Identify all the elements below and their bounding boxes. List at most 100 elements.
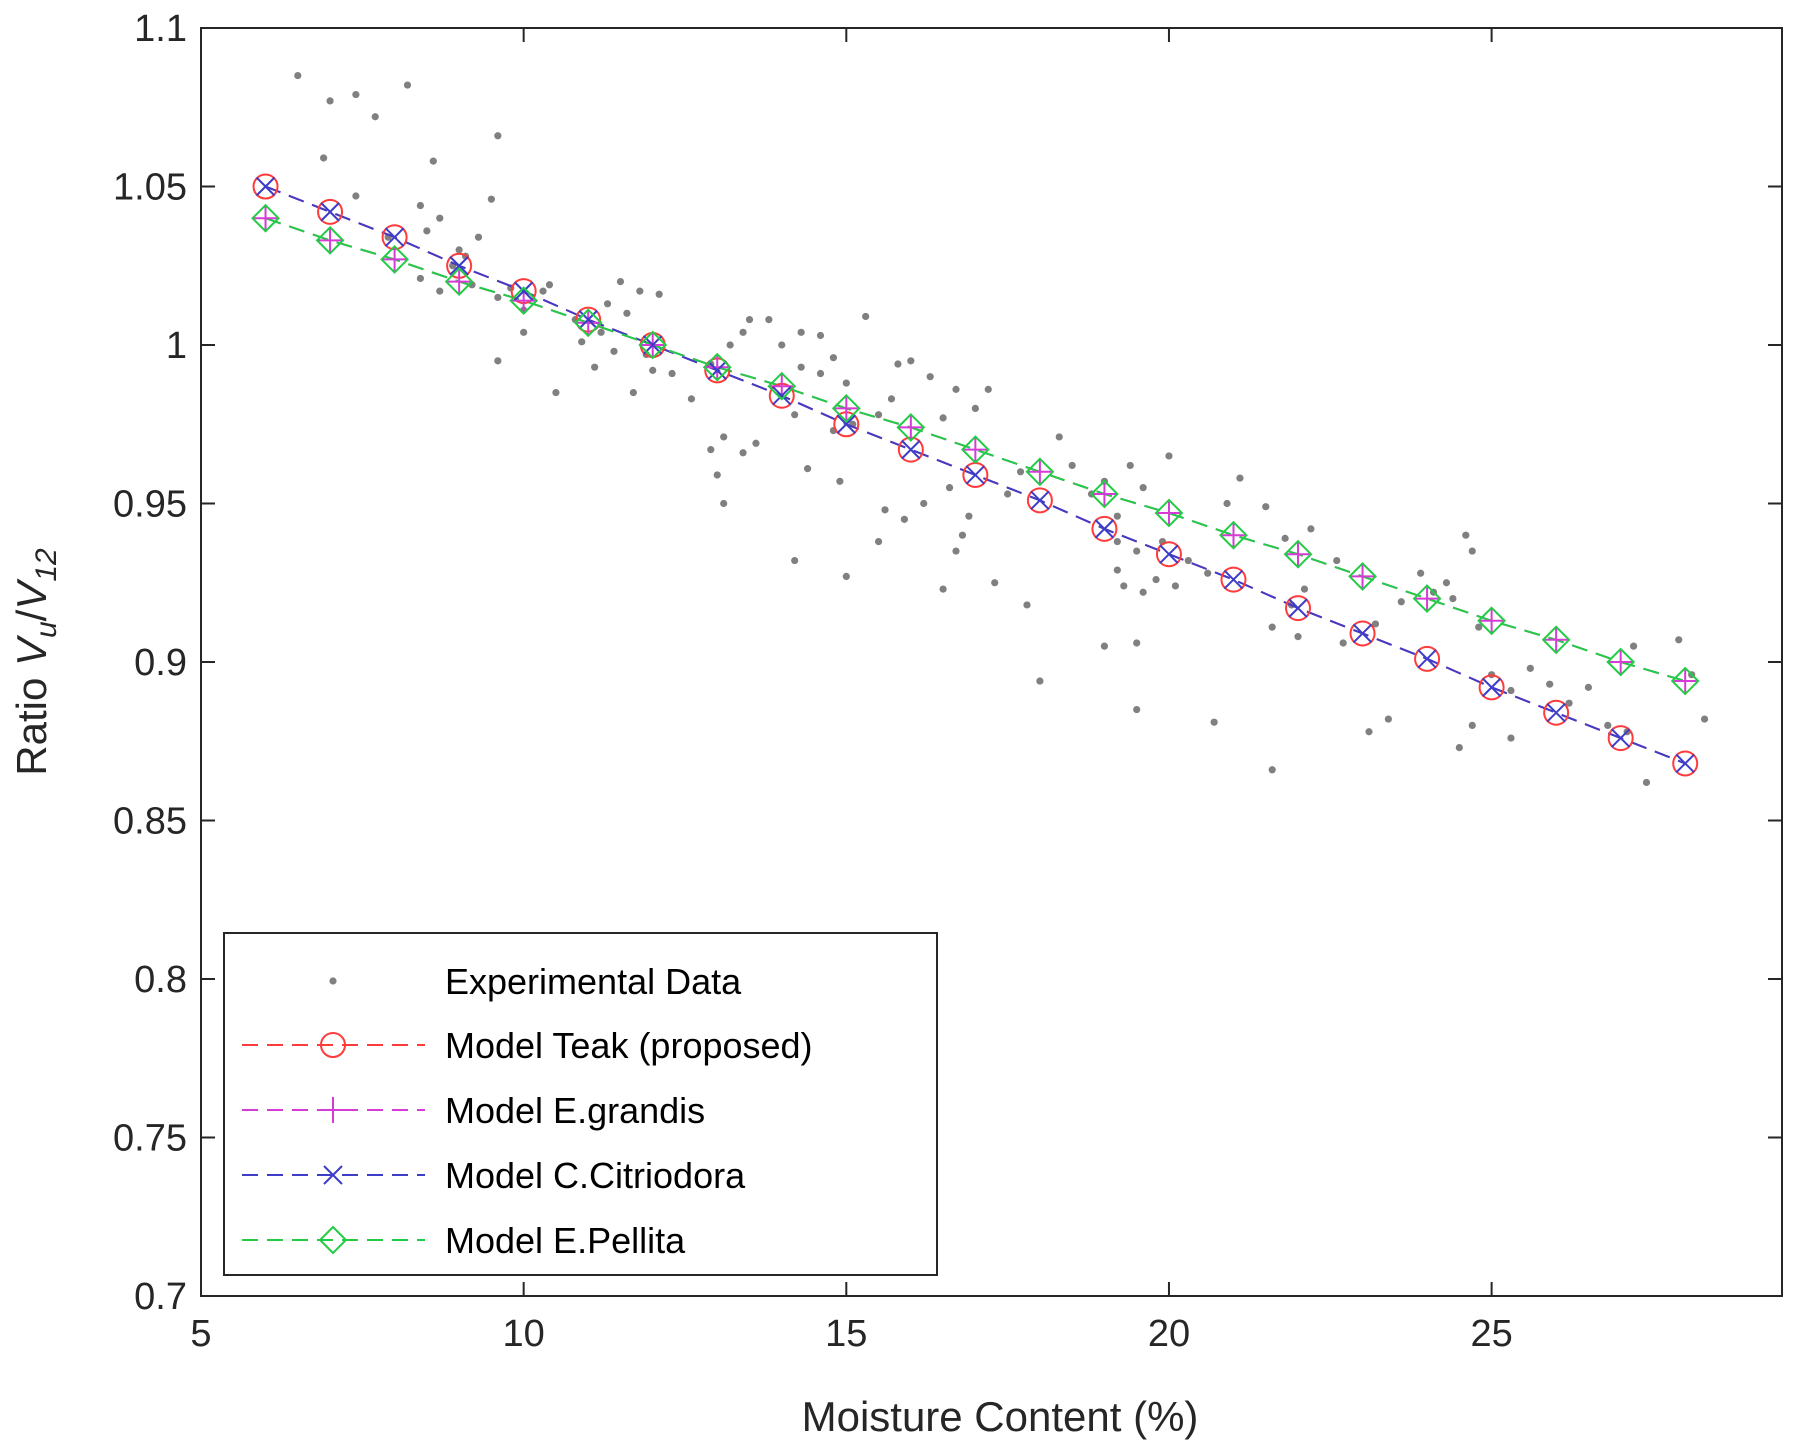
experimental-data-series bbox=[294, 71, 1709, 787]
experimental-point bbox=[591, 363, 599, 371]
legend-label-experimental: Experimental Data bbox=[445, 961, 742, 1002]
x-tick-label: 20 bbox=[1148, 1313, 1190, 1355]
experimental-point bbox=[836, 477, 844, 485]
y-tick-label: 1.1 bbox=[134, 8, 187, 50]
experimental-point bbox=[874, 537, 883, 546]
ccitriodora-marker bbox=[1417, 649, 1437, 669]
experimental-point bbox=[1184, 556, 1192, 565]
y-axis-label: Ratio Vu/V12 bbox=[8, 548, 63, 776]
experimental-point bbox=[1307, 525, 1315, 533]
y-axis-label-prefix: Ratio bbox=[8, 666, 55, 776]
egrandis-marker bbox=[962, 436, 989, 463]
ccitriodora-marker-b bbox=[772, 386, 792, 406]
experimental-point bbox=[629, 388, 637, 397]
ccitriodora-marker-b bbox=[965, 465, 986, 485]
experimental-point bbox=[1397, 598, 1405, 606]
experimental-point bbox=[713, 471, 721, 479]
y-tick-label: 0.9 bbox=[134, 642, 187, 684]
model-markers bbox=[251, 173, 1700, 777]
experimental-point bbox=[416, 201, 425, 210]
egrandis-marker bbox=[897, 414, 924, 441]
teak-marker bbox=[1478, 674, 1505, 701]
experimental-point bbox=[429, 157, 437, 165]
ccitriodora-marker-b bbox=[1030, 490, 1050, 511]
ccitriodora-marker bbox=[320, 202, 340, 222]
legend-label-epellita: Model E.Pellita bbox=[445, 1220, 686, 1261]
teak-marker bbox=[1155, 541, 1182, 568]
ccitriodora-marker bbox=[513, 281, 534, 301]
experimental-point bbox=[1546, 680, 1554, 688]
legend-label-teak: Model Teak (proposed) bbox=[445, 1025, 813, 1066]
experimental-point bbox=[649, 366, 657, 374]
experimental-point bbox=[803, 465, 812, 473]
experimental-point bbox=[1526, 664, 1534, 672]
y-tick-label: 0.7 bbox=[134, 1276, 187, 1318]
experimental-point bbox=[926, 373, 934, 381]
ccitriodora-marker bbox=[384, 227, 405, 247]
ccitriodora-marker-b bbox=[707, 360, 727, 381]
epellita-marker bbox=[509, 286, 539, 316]
experimental-point bbox=[403, 81, 412, 89]
experimental-point bbox=[862, 312, 870, 321]
x-tick-label: 10 bbox=[503, 1313, 545, 1355]
teak-marker bbox=[1285, 595, 1312, 622]
y-axis-label-slash: / bbox=[8, 609, 55, 621]
experimental-point bbox=[455, 246, 463, 254]
ccitriodora-marker-b bbox=[901, 439, 921, 460]
teak-marker bbox=[317, 198, 344, 225]
experimental-point bbox=[487, 195, 495, 203]
epellita-marker bbox=[702, 352, 732, 382]
ccitriodora-marker bbox=[449, 256, 469, 276]
experimental-point bbox=[603, 300, 612, 308]
experimental-point bbox=[494, 293, 502, 302]
epellita-marker bbox=[1412, 584, 1442, 614]
experimental-point bbox=[791, 556, 799, 565]
ccitriodora-line bbox=[265, 185, 1686, 765]
egrandis-marker bbox=[1091, 480, 1118, 507]
experimental-point bbox=[1036, 677, 1044, 685]
legend-label-ccitriodora: Model C.Citriodora bbox=[445, 1155, 746, 1196]
experimental-point bbox=[610, 347, 618, 355]
experimental-point bbox=[1223, 499, 1231, 508]
experimental-point bbox=[687, 395, 696, 403]
experimental-point bbox=[1268, 766, 1276, 774]
experimental-point bbox=[984, 385, 992, 393]
experimental-point bbox=[829, 354, 838, 362]
experimental-point bbox=[1371, 620, 1380, 628]
epellita-marker bbox=[1090, 479, 1119, 509]
experimental-point bbox=[636, 287, 644, 295]
egrandis-marker-legend bbox=[320, 1097, 346, 1123]
experimental-point bbox=[1565, 699, 1573, 707]
experimental-point bbox=[578, 338, 586, 346]
experimental-point bbox=[881, 506, 889, 514]
experimental-point bbox=[1455, 743, 1463, 752]
experimental-point bbox=[900, 515, 908, 523]
experimental-point bbox=[842, 379, 850, 387]
y-tick-label: 0.95 bbox=[113, 484, 187, 526]
x-tick-label: 5 bbox=[190, 1313, 211, 1355]
experimental-point bbox=[1468, 547, 1476, 555]
model-lines bbox=[265, 185, 1686, 765]
experimental-point bbox=[1133, 547, 1141, 555]
experimental-point bbox=[1120, 582, 1128, 590]
experimental-point bbox=[971, 404, 979, 412]
egrandis-marker bbox=[446, 268, 473, 295]
y-tick-label: 0.85 bbox=[113, 801, 187, 843]
experimental-point bbox=[436, 214, 444, 222]
experimental-point bbox=[545, 281, 554, 289]
experimental-point bbox=[1300, 585, 1309, 593]
experimental-point bbox=[1016, 468, 1025, 476]
teak-marker bbox=[1414, 645, 1441, 672]
y-axis-label-sub2: 12 bbox=[30, 548, 63, 582]
experimental-point bbox=[739, 449, 747, 457]
ccitriodora-marker-b bbox=[1610, 728, 1631, 748]
experimental-point bbox=[423, 227, 431, 235]
experimental-point bbox=[920, 499, 928, 508]
experimental-point bbox=[1442, 579, 1451, 587]
egrandis-marker bbox=[1349, 563, 1376, 590]
experimental-point bbox=[474, 233, 483, 241]
x-axis-label: Moisture Content (%) bbox=[802, 1393, 1199, 1440]
egrandis-marker bbox=[1155, 500, 1182, 527]
ccitriodora-marker bbox=[901, 439, 921, 460]
ccitriodora-marker-b bbox=[1352, 623, 1373, 644]
